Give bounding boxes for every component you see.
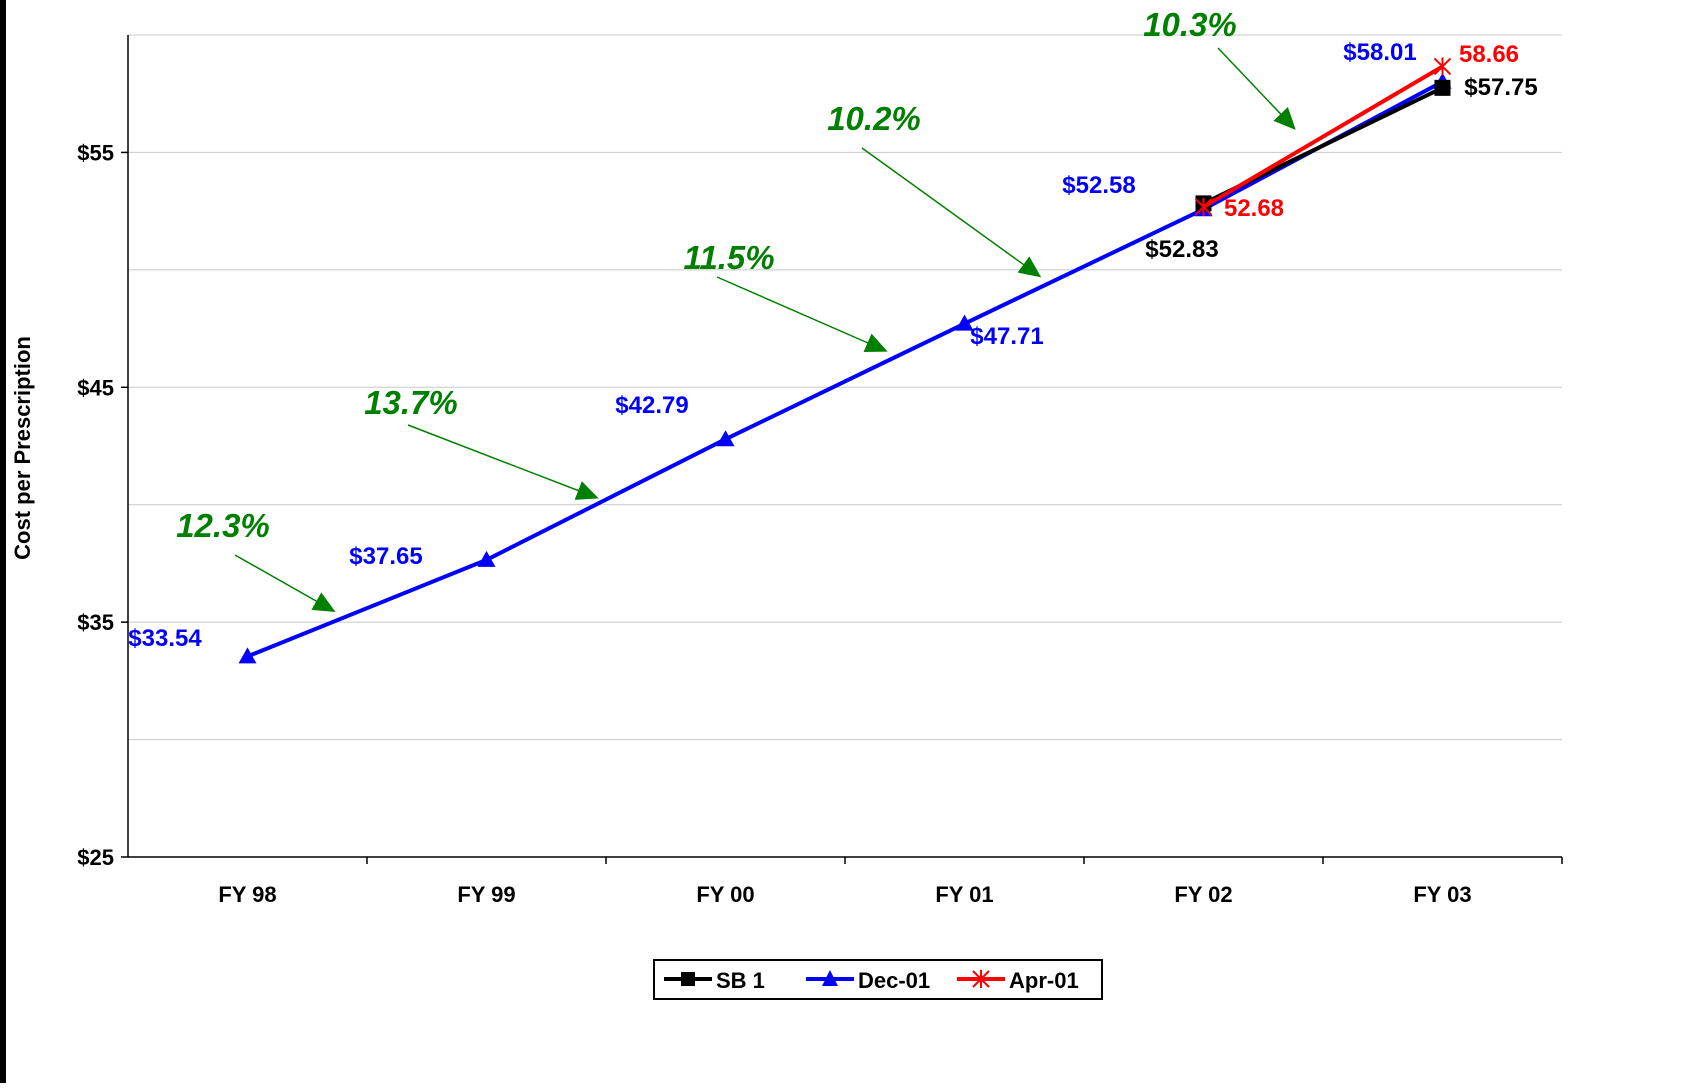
y-axis-title: Cost per Prescription (10, 336, 35, 560)
y-tick-label-25: $25 (77, 845, 114, 870)
data-label-apr01-fy02: 52.68 (1224, 195, 1284, 222)
legend-label-sb1: SB 1 (716, 968, 765, 993)
point-sb1-fy-03 (1434, 79, 1451, 96)
point-dec01-fy-98 (238, 647, 257, 664)
point-dec01-fy-00 (716, 430, 735, 447)
point-apr01-fy-02 (1194, 197, 1213, 216)
growth-arrow-fy01 (716, 276, 888, 352)
legend-item-sb1: SB 1 (664, 968, 765, 993)
growth-annotations: 12.3% 13.7% 11.5% 10.2% 10.3% (176, 6, 1296, 612)
legend-marker-sb1 (681, 972, 695, 986)
data-label-sb1-fy03: $57.75 (1464, 74, 1537, 101)
growth-label-fy00: 13.7% (364, 384, 458, 421)
data-label-apr01-fy03: 58.66 (1459, 41, 1519, 68)
data-label-dec01-fy01: $47.71 (970, 323, 1043, 350)
grid-layer (128, 34, 1562, 741)
growth-label-fy03: 10.3% (1143, 6, 1237, 43)
y-axis-ticks: $25 $35 $45 $55 (77, 140, 128, 870)
x-axis-ticks: FY 98 FY 99 FY 00 FY 01 FY 02 FY 03 (218, 857, 1563, 907)
legend-item-dec01: Dec-01 (806, 968, 930, 993)
growth-arrow-fy00 (407, 424, 599, 500)
growth-label-fy99: 12.3% (176, 507, 270, 544)
data-labels: $33.54 $37.65 $42.79 $47.71 $52.58 $58.0… (128, 39, 1537, 652)
legend-box (653, 959, 1103, 1000)
legend-label-dec01: Dec-01 (858, 968, 930, 993)
y-tick-label-55: $55 (77, 140, 114, 165)
data-label-dec01-fy02: $52.58 (1062, 172, 1135, 199)
growth-arrow-fy99 (234, 554, 336, 612)
growth-label-fy02: 10.2% (827, 100, 921, 137)
y-tick-label-35: $35 (77, 610, 114, 635)
legend-marker-dec01 (822, 970, 838, 986)
legend-marker-apr01 (972, 970, 990, 988)
point-dec01-fy-99 (477, 550, 496, 567)
point-dec01-fy-01 (955, 314, 974, 331)
series-layer (238, 57, 1452, 664)
legend: SB 1 Dec-01 Apr-01 (653, 959, 1103, 1000)
series-line-apr01 (1202, 64, 1444, 209)
growth-arrow-fy03 (1217, 47, 1296, 130)
x-tick-label-fy-02: FY 02 (1174, 882, 1232, 907)
data-label-dec01-fy00: $42.79 (615, 392, 688, 419)
legend-item-apr01: Apr-01 (957, 968, 1079, 993)
data-label-dec01-fy03: $58.01 (1343, 39, 1416, 66)
x-tick-label-fy-98: FY 98 (218, 882, 276, 907)
point-apr01-fy-03 (1433, 57, 1452, 76)
x-tick-label-fy-99: FY 99 (457, 882, 515, 907)
series-line-dec01 (246, 79, 1444, 659)
y-tick-label-45: $45 (77, 375, 114, 400)
x-tick-label-fy-01: FY 01 (935, 882, 993, 907)
growth-arrow-fy02 (861, 147, 1042, 278)
x-tick-label-fy-03: FY 03 (1413, 882, 1471, 907)
growth-label-fy01: 11.5% (683, 239, 774, 276)
data-label-sb1-fy02: $52.83 (1145, 236, 1218, 263)
x-tick-label-fy-00: FY 00 (696, 882, 754, 907)
legend-label-apr01: Apr-01 (1009, 968, 1079, 993)
data-label-dec01-fy99: $37.65 (349, 543, 422, 570)
data-label-dec01-fy98: $33.54 (128, 625, 202, 652)
